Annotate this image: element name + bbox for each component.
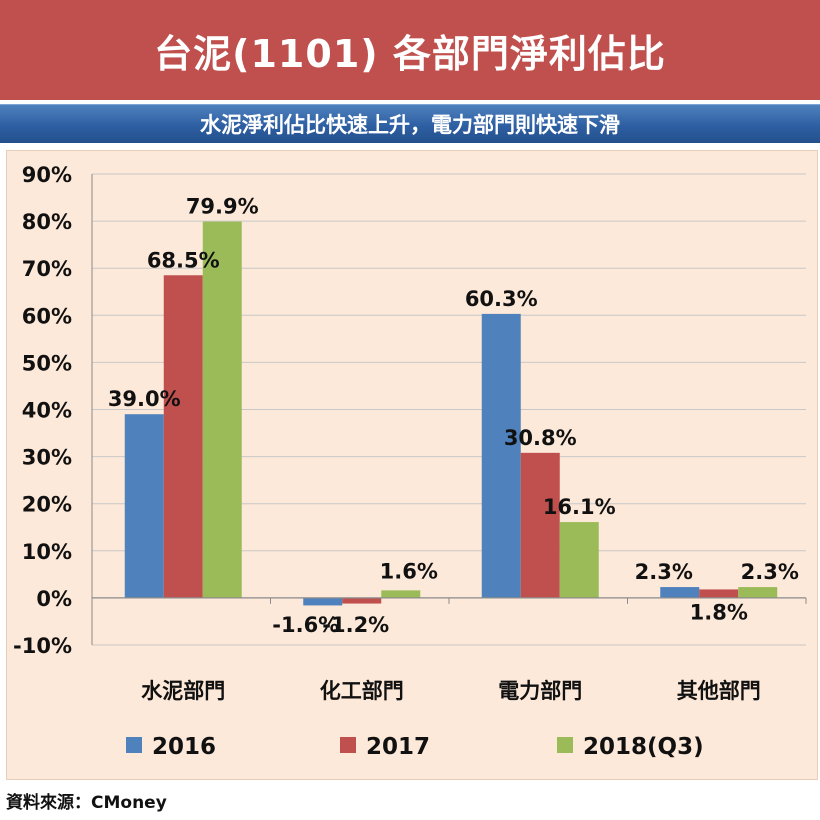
y-tick-label: 60%	[22, 304, 72, 328]
x-category-label: 水泥部門	[141, 679, 225, 703]
y-tick-label: 90%	[22, 163, 72, 187]
bar-2018(Q3)-3	[738, 587, 778, 598]
x-category-label: 其他部門	[677, 679, 761, 703]
data-label: 39.0%	[108, 387, 181, 411]
x-category-label: 電力部門	[498, 679, 582, 703]
bar-2018(Q3)-1	[381, 590, 421, 598]
data-label: 60.3%	[465, 287, 538, 311]
data-label: 1.6%	[380, 559, 438, 583]
bar-2017-2	[520, 452, 560, 598]
page-subtitle: 水泥淨利佔比快速上升，電力部門則快速下滑	[200, 113, 620, 137]
y-tick-label: -10%	[13, 634, 72, 658]
y-tick-label: 10%	[22, 540, 72, 564]
data-label: 2.3%	[635, 560, 693, 584]
y-tick-label: 70%	[22, 257, 72, 281]
bar-2016-0	[124, 414, 164, 598]
legend-label: 2018(Q3)	[583, 734, 704, 760]
y-tick-label: 30%	[22, 446, 72, 470]
bar-2018(Q3)-0	[202, 221, 242, 598]
bar-2016-3	[660, 587, 700, 598]
y-tick-label: 20%	[22, 493, 72, 517]
source-note: 資料來源：CMoney	[6, 793, 167, 813]
data-label: 2.3%	[741, 560, 799, 584]
data-label: 30.8%	[504, 426, 577, 450]
legend-label: 2017	[366, 734, 430, 760]
y-tick-label: 0%	[36, 587, 72, 611]
bar-2018(Q3)-2	[559, 522, 599, 598]
data-label: -1.6%	[272, 613, 339, 637]
data-label: 16.1%	[543, 495, 616, 519]
data-label: 1.8%	[690, 600, 748, 624]
bar-2017-0	[163, 275, 203, 598]
data-label: -1.2%	[322, 613, 389, 637]
legend-swatch-2018(Q3)	[557, 737, 573, 753]
subtitle-bar: 水泥淨利佔比快速上升，電力部門則快速下滑	[0, 104, 820, 143]
legend-label: 2016	[152, 734, 216, 760]
legend-swatch-2017	[340, 737, 356, 753]
y-tick-label: 50%	[22, 351, 72, 375]
bar-2017-3	[699, 589, 739, 598]
bar-2016-2	[481, 313, 521, 598]
x-category-label: 化工部門	[320, 679, 404, 703]
data-label: 79.9%	[186, 195, 259, 219]
legend-swatch-2016	[126, 737, 142, 753]
bar-2016-1	[303, 597, 343, 606]
title-banner: 台泥(1101) 各部門淨利佔比	[0, 0, 820, 100]
y-tick-label: 40%	[22, 399, 72, 423]
bar-2017-1	[342, 597, 382, 604]
data-label: 68.5%	[147, 248, 220, 272]
y-tick-label: 80%	[22, 210, 72, 234]
page-title: 台泥(1101) 各部門淨利佔比	[154, 31, 666, 76]
